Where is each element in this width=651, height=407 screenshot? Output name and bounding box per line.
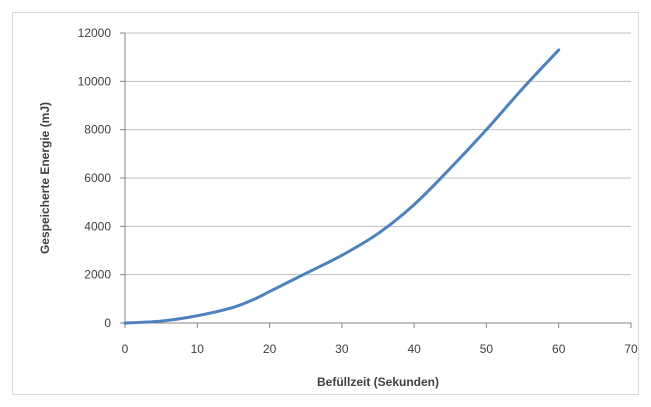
y-tick-label: 6000 <box>84 171 111 185</box>
x-tick-label: 0 <box>122 342 129 356</box>
y-axis-title: Gespeicherte Energie (mJ) <box>38 102 52 254</box>
y-tick-label: 2000 <box>84 268 111 282</box>
y-tick-label: 10000 <box>78 74 112 88</box>
y-tick-label: 8000 <box>84 123 111 137</box>
x-tick-label: 70 <box>624 342 638 356</box>
series-line <box>123 48 561 325</box>
x-tick-label: 20 <box>263 342 277 356</box>
x-tick-label: 10 <box>191 342 205 356</box>
y-tick-label: 12000 <box>78 26 112 40</box>
x-tick-label: 30 <box>335 342 349 356</box>
axes <box>120 32 632 328</box>
series-layer <box>123 48 561 325</box>
y-tick-labels: 0 2000 4000 6000 8000 10000 12000 <box>78 26 112 330</box>
gridlines <box>125 32 631 276</box>
x-tick-label: 40 <box>407 342 421 356</box>
y-tick-label: 4000 <box>84 219 111 233</box>
x-tick-labels: 0 10 20 30 40 50 60 70 <box>122 342 638 356</box>
x-axis-title: Befüllzeit (Sekunden) <box>317 375 439 389</box>
x-tick-label: 50 <box>480 342 494 356</box>
x-tick-label: 60 <box>552 342 566 356</box>
y-tick-label: 0 <box>104 316 111 330</box>
